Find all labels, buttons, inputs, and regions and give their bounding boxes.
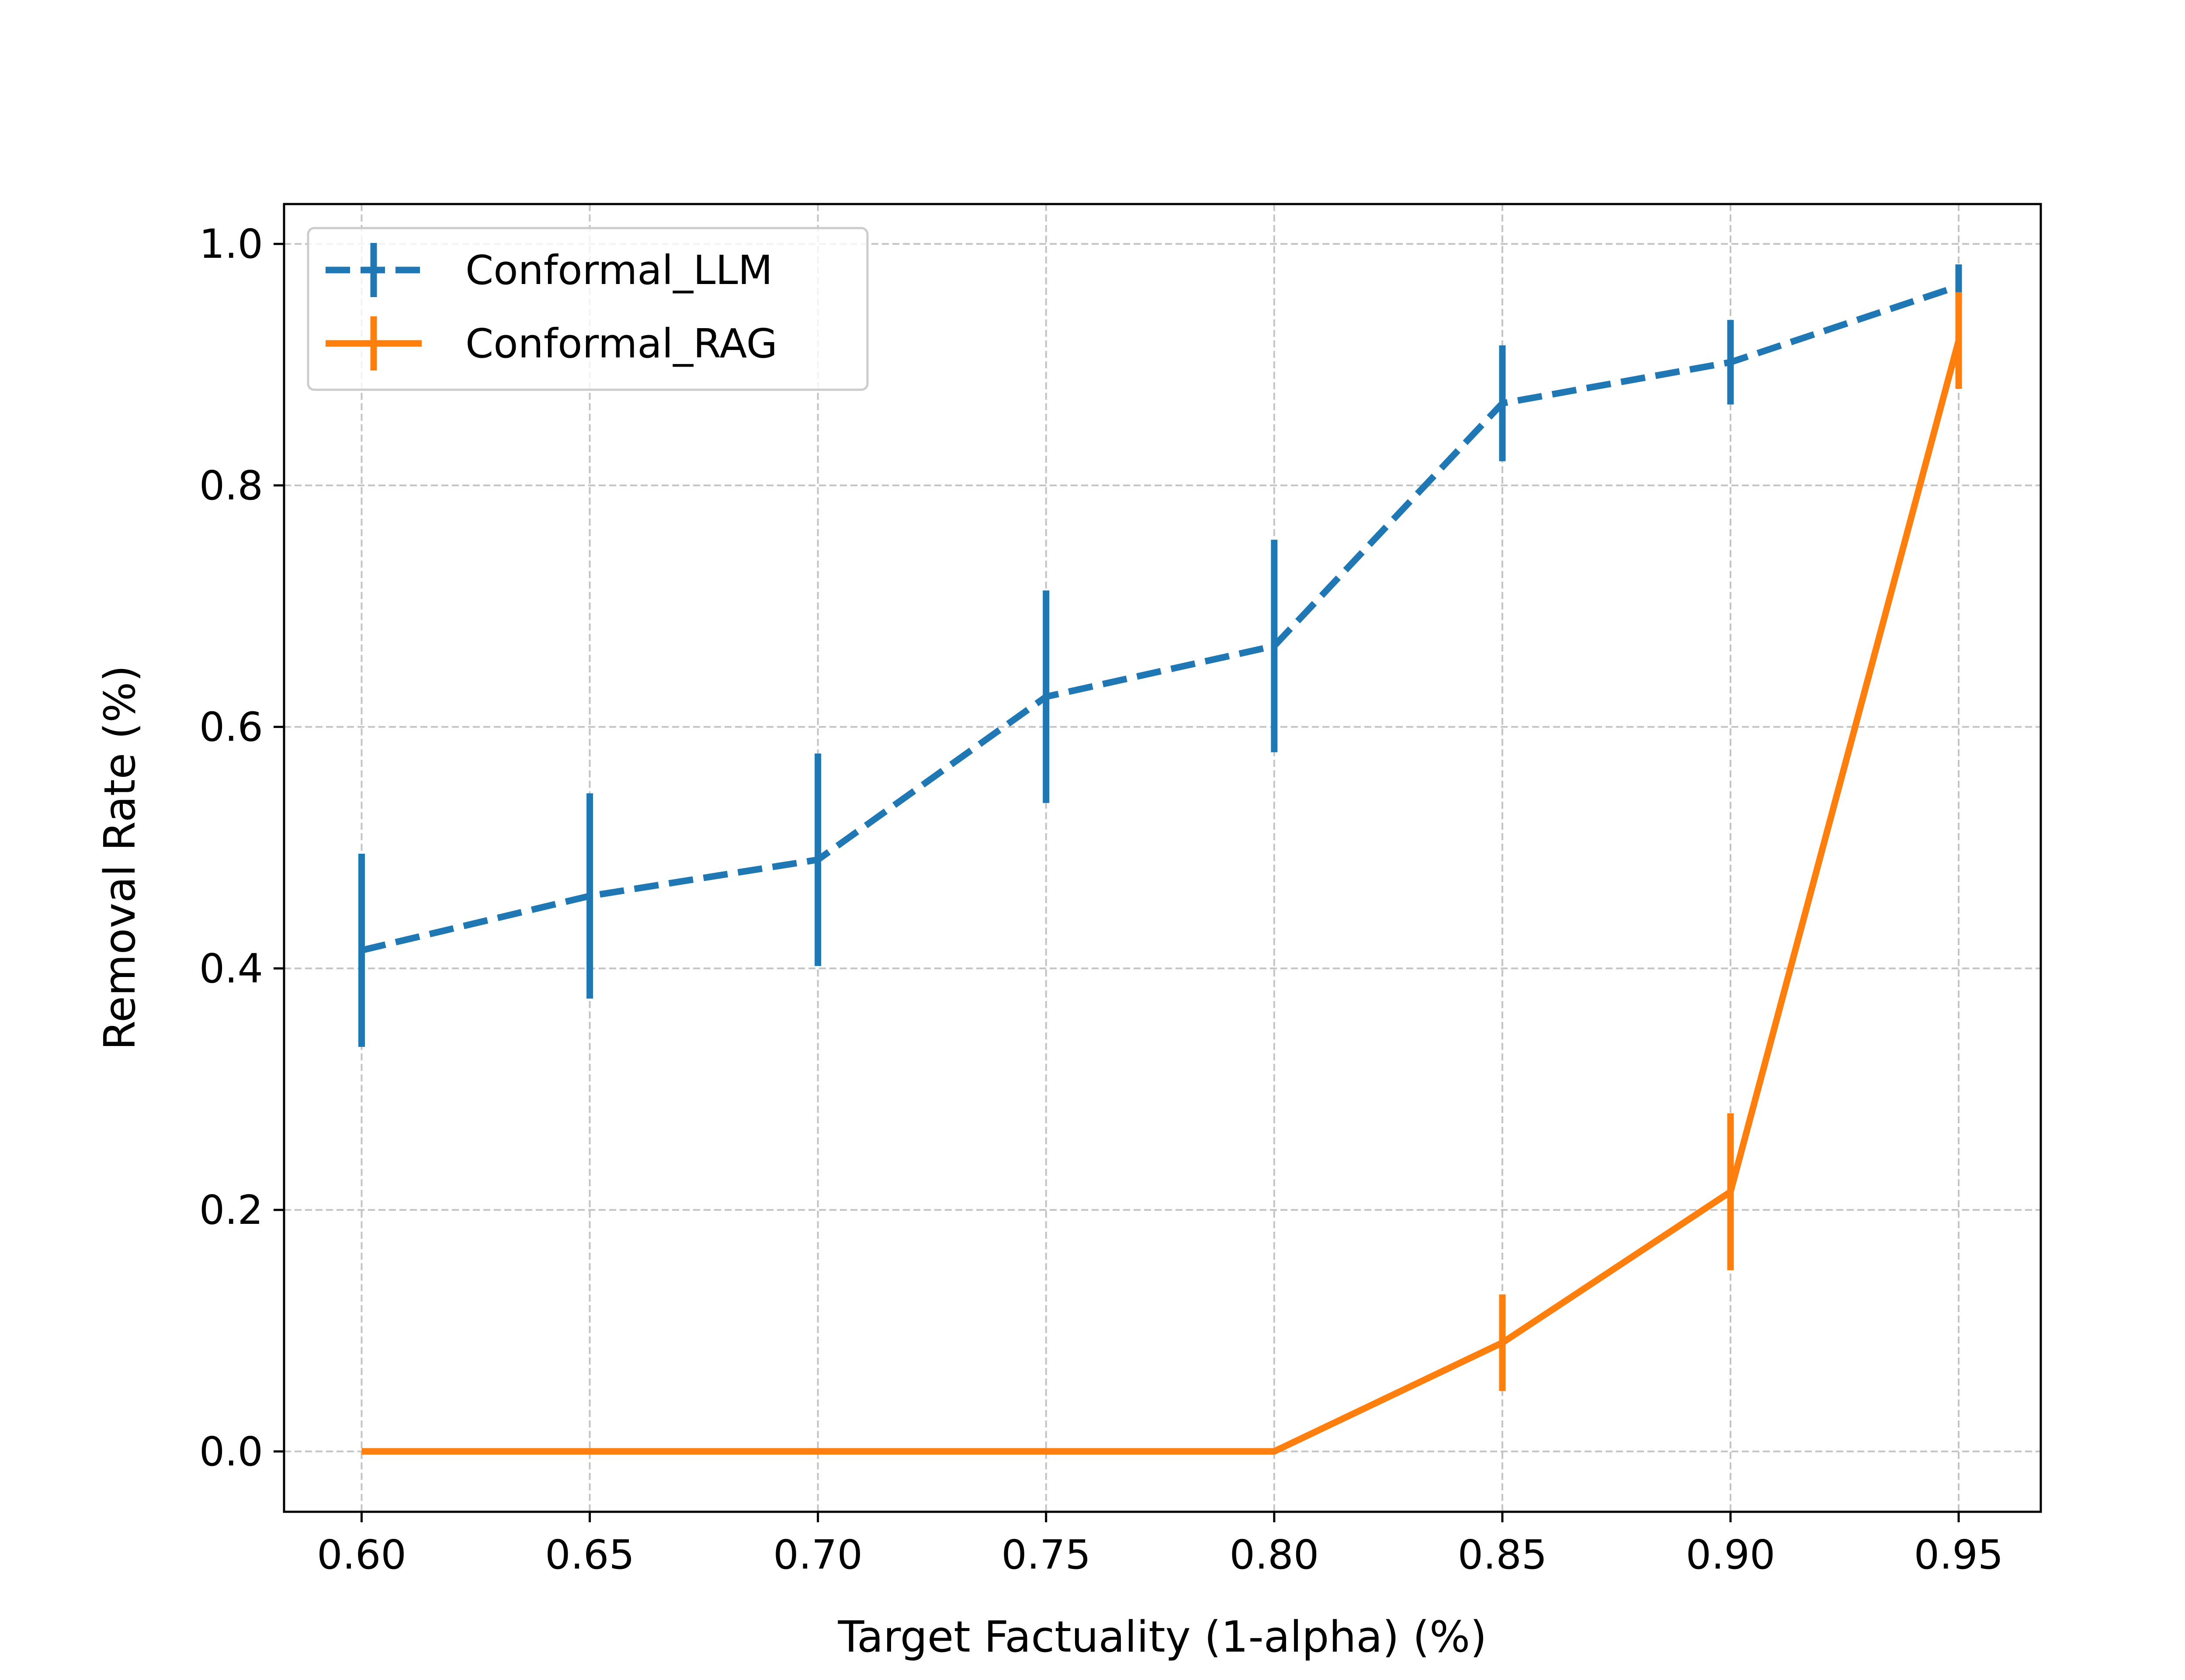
x-tick-label: 0.85 <box>1457 1531 1547 1578</box>
y-tick-label: 1.0 <box>199 221 263 267</box>
series-line <box>361 283 1960 954</box>
legend-label: Conformal_RAG <box>465 320 777 367</box>
x-axis-label: Target Factuality (1-alpha) (%) <box>838 1612 1487 1662</box>
x-axis-ticks: 0.60 0.65 0.70 0.75 0.80 0.85 0.90 0.95 <box>317 1512 2003 1578</box>
x-tick-label: 0.75 <box>1001 1531 1091 1578</box>
legend-entries: Conformal_LLM Conformal_RAG <box>326 243 777 371</box>
x-tick-label: 0.60 <box>317 1531 406 1578</box>
series-conformal-llm <box>358 264 1962 1047</box>
x-tick-label: 0.65 <box>545 1531 635 1578</box>
plot-area <box>358 264 1962 1455</box>
legend-entry: Conformal_RAG <box>326 316 777 371</box>
legend-frame <box>307 227 869 391</box>
series-line <box>361 339 1962 1455</box>
y-tick-label: 0.4 <box>199 945 263 992</box>
x-tick-label: 0.80 <box>1229 1531 1319 1578</box>
legend-label: Conformal_LLM <box>465 247 773 294</box>
y-tick-label: 0.2 <box>199 1187 263 1233</box>
y-tick-label: 0.0 <box>199 1428 263 1475</box>
x-tick-label: 0.90 <box>1686 1531 1776 1578</box>
series-conformal-rag <box>361 292 1962 1455</box>
x-tick-label: 0.70 <box>773 1531 863 1578</box>
y-axis-label: Removal Rate (%) <box>95 665 145 1050</box>
y-tick-label: 0.8 <box>199 462 263 509</box>
legend-entry: Conformal_LLM <box>326 243 773 297</box>
legend: Conformal_LLM Conformal_RAG <box>307 227 869 391</box>
x-tick-label: 0.95 <box>1914 1531 2004 1578</box>
plot-frame <box>283 203 2042 1513</box>
y-tick-label: 0.6 <box>199 704 263 751</box>
y-axis-ticks: 0.0 0.2 0.4 0.6 0.8 1.0 <box>199 221 284 1475</box>
